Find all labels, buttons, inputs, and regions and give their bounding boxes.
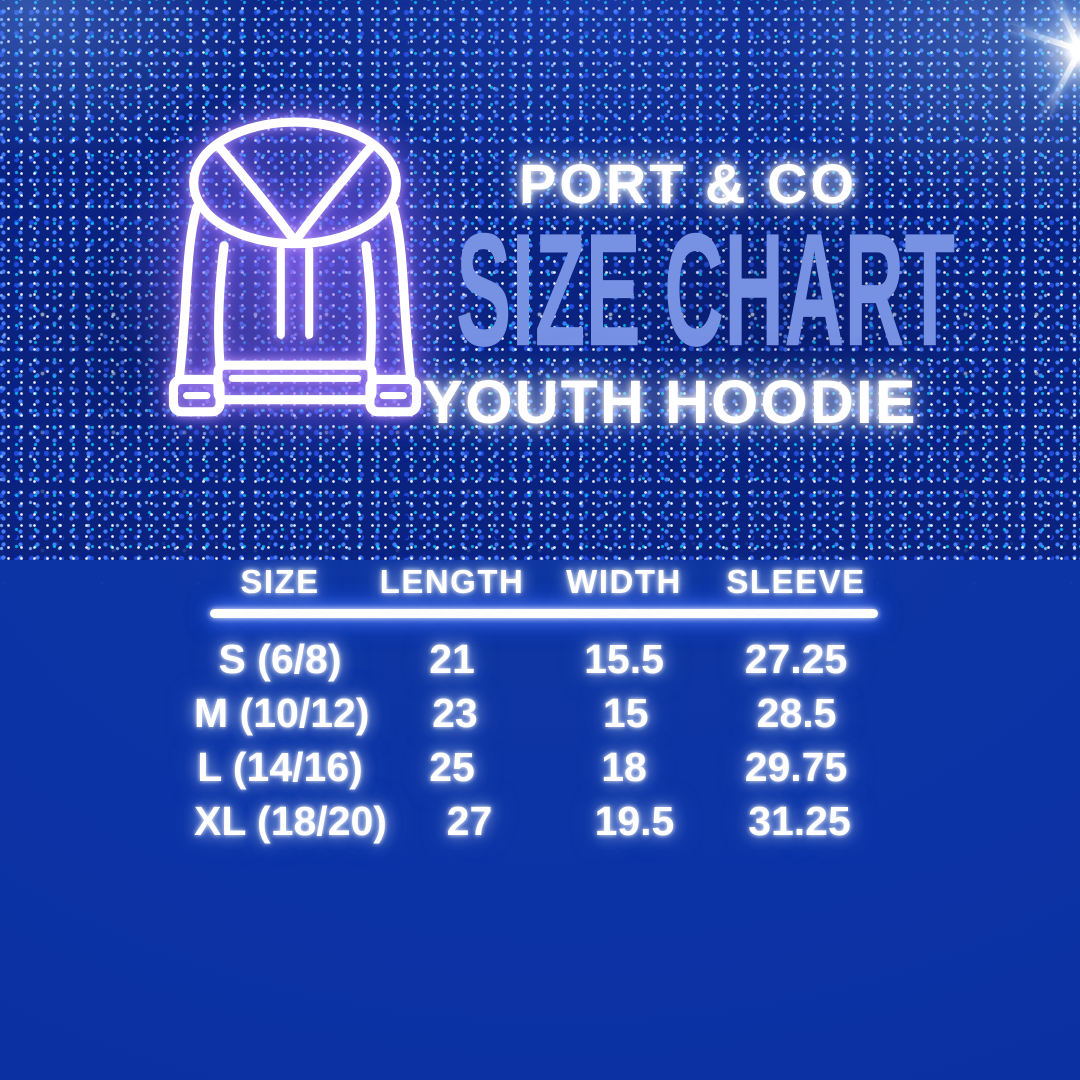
- table-header-row: SIZE LENGTH WIDTH SLEEVE: [194, 560, 882, 604]
- cell-width: 15.5: [584, 636, 664, 682]
- cell-width: 15: [602, 690, 649, 736]
- page-title: SIZE CHART: [456, 201, 956, 381]
- cell-size: M (10/12): [194, 690, 370, 736]
- size-table: SIZE LENGTH WIDTH SLEEVE S (6/8) 21 15.5…: [194, 560, 882, 848]
- cell-sleeve: 31.25: [748, 798, 851, 844]
- cell-sleeve: 28.5: [756, 690, 837, 736]
- cell-length: 23: [432, 690, 478, 736]
- table-body: S (6/8) 21 15.5 27.25 M (10/12) 23 15 28…: [194, 632, 882, 848]
- hoodie-glow-halo: [58, 36, 544, 514]
- product-name: YOUTH HOODIE: [422, 368, 918, 436]
- column-header-sleeve: SLEEVE: [726, 563, 866, 600]
- hoodie-icon: [168, 117, 422, 417]
- table-row: XL (18/20) 27 19.5 31.25: [194, 794, 882, 848]
- table-row: L (14/16) 25 18 29.75: [194, 740, 882, 794]
- table-row: S (6/8) 21 15.5 27.25: [194, 632, 882, 686]
- cell-width: 18: [601, 744, 647, 790]
- column-header-length: LENGTH: [379, 563, 525, 600]
- star-core: [998, 0, 1080, 132]
- cell-size: XL (18/20): [194, 798, 387, 844]
- cell-width: 19.5: [594, 798, 675, 844]
- table-row: M (10/12) 23 15 28.5: [194, 686, 882, 740]
- cell-size: S (6/8): [218, 636, 342, 682]
- cell-length: 25: [429, 744, 475, 790]
- column-header-size: SIZE: [240, 563, 320, 600]
- cell-sleeve: 29.75: [744, 744, 848, 790]
- table-divider: [210, 609, 878, 618]
- cell-length: 21: [429, 636, 475, 682]
- column-header-width: WIDTH: [566, 563, 682, 600]
- cell-sleeve: 27.25: [744, 636, 848, 682]
- cell-size: L (14/16): [197, 744, 363, 790]
- star-sparkle-icon: [998, 0, 1080, 132]
- cell-length: 27: [446, 798, 493, 844]
- brand-name: PORT & CO: [518, 152, 858, 215]
